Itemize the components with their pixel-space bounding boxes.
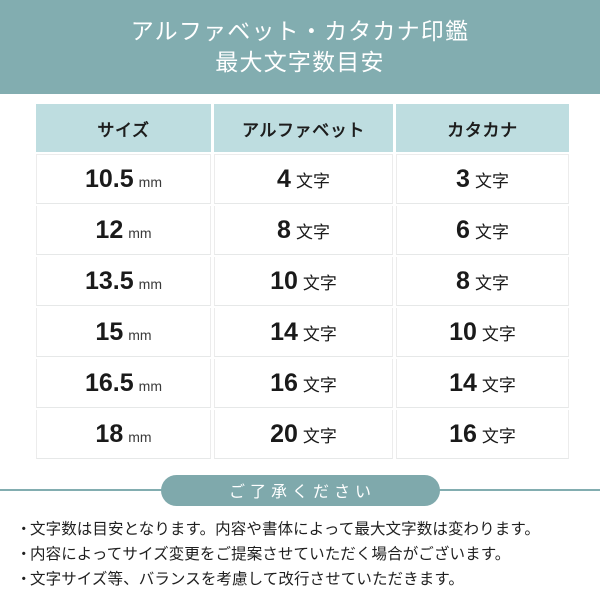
cell-size: 10.5 mm (36, 154, 211, 204)
note-item: ・ 文字数は目安となります。内容や書体によって最大文字数は変わります。 (16, 517, 586, 542)
column-header-katakana: カタカナ (396, 104, 569, 152)
size-value: 16.5 (85, 368, 134, 397)
bullet-icon: ・ (16, 546, 32, 563)
alphabet-value: 8 (277, 215, 291, 244)
katakana-value: 16 (449, 419, 477, 448)
katakana-unit: 文字 (474, 222, 509, 242)
size-value: 13.5 (85, 266, 134, 295)
bullet-icon: ・ (16, 571, 32, 588)
size-unit: mm (128, 224, 152, 241)
katakana-unit: 文字 (481, 426, 516, 446)
note-item: ・ 文字サイズ等、バランスを考慮して改行させていただきます。 (16, 567, 586, 592)
size-value: 15 (95, 317, 124, 346)
note-item: ・ 内容によってサイズ変更をご提案させていただく場合がございます。 (16, 542, 586, 567)
notes-list: ・ 文字数は目安となります。内容や書体によって最大文字数は変わります。 ・ 内容… (0, 507, 600, 592)
size-unit: mm (128, 326, 152, 343)
divider-rule-left (0, 489, 175, 491)
table-row: 18 mm 20 文字 16 文字 (36, 410, 569, 459)
table-body: 10.5 mm 4 文字 3 文字 (36, 154, 569, 459)
table-header: サイズ アルファベット カタカナ (36, 104, 569, 152)
katakana-unit: 文字 (474, 171, 509, 191)
column-header-alphabet: アルファベット (214, 104, 393, 152)
cell-katakana: 10 文字 (396, 308, 569, 357)
size-unit: mm (138, 173, 162, 190)
alphabet-value: 10 (270, 266, 298, 295)
cell-katakana: 14 文字 (396, 359, 569, 408)
cell-size: 12 mm (36, 206, 211, 255)
katakana-unit: 文字 (474, 273, 509, 293)
notice-badge: ご了承ください (160, 474, 440, 506)
table-row: 15 mm 14 文字 10 文字 (36, 308, 569, 357)
size-unit: mm (138, 377, 162, 394)
alphabet-unit: 文字 (295, 222, 330, 242)
table-row: 16.5 mm 16 文字 14 文字 (36, 359, 569, 408)
size-value: 12 (95, 215, 124, 244)
alphabet-unit: 文字 (295, 171, 330, 191)
note-text: 内容によってサイズ変更をご提案させていただく場合がございます。 (30, 546, 511, 563)
alphabet-unit: 文字 (302, 273, 337, 293)
katakana-unit: 文字 (481, 375, 516, 395)
size-unit: mm (128, 428, 152, 445)
page-title-line-2: 最大文字数目安 (215, 49, 385, 75)
divider-rule-right (425, 489, 600, 491)
size-unit: mm (138, 275, 162, 292)
notice-divider: ご了承ください (0, 473, 600, 507)
katakana-value: 14 (449, 368, 477, 397)
cell-size: 18 mm (36, 410, 211, 459)
table-header-row: サイズ アルファベット カタカナ (36, 104, 569, 152)
header-banner: アルファベット・カタカナ印鑑 最大文字数目安 (0, 0, 600, 94)
alphabet-value: 4 (277, 164, 291, 193)
alphabet-unit: 文字 (302, 375, 337, 395)
alphabet-value: 16 (270, 368, 298, 397)
alphabet-unit: 文字 (302, 426, 337, 446)
katakana-unit: 文字 (481, 324, 516, 344)
table-row: 12 mm 8 文字 6 文字 (36, 206, 569, 255)
alphabet-value: 14 (270, 317, 298, 346)
katakana-value: 6 (456, 215, 470, 244)
cell-alphabet: 20 文字 (214, 410, 393, 459)
note-text: 文字数は目安となります。内容や書体によって最大文字数は変わります。 (30, 521, 540, 538)
size-table-container: サイズ アルファベット カタカナ 10.5 mm 4 (0, 94, 600, 461)
cell-size: 15 mm (36, 308, 211, 357)
katakana-value: 8 (456, 266, 470, 295)
alphabet-unit: 文字 (302, 324, 337, 344)
cell-katakana: 8 文字 (396, 257, 569, 306)
page-title-line-1: アルファベット・カタカナ印鑑 (130, 18, 470, 44)
cell-size: 16.5 mm (36, 359, 211, 408)
cell-size: 13.5 mm (36, 257, 211, 306)
size-value: 10.5 (85, 164, 134, 193)
cell-katakana: 3 文字 (396, 154, 569, 204)
note-text: 文字サイズ等、バランスを考慮して改行させていただきます。 (30, 571, 465, 588)
cell-alphabet: 8 文字 (214, 206, 393, 255)
cell-alphabet: 10 文字 (214, 257, 393, 306)
size-table: サイズ アルファベット カタカナ 10.5 mm 4 (33, 102, 572, 461)
cell-alphabet: 16 文字 (214, 359, 393, 408)
katakana-value: 10 (449, 317, 477, 346)
katakana-value: 3 (456, 164, 470, 193)
cell-alphabet: 4 文字 (214, 154, 393, 204)
cell-alphabet: 14 文字 (214, 308, 393, 357)
table-row: 13.5 mm 10 文字 8 文字 (36, 257, 569, 306)
bullet-icon: ・ (16, 521, 32, 538)
cell-katakana: 6 文字 (396, 206, 569, 255)
column-header-size: サイズ (36, 104, 211, 152)
alphabet-value: 20 (270, 419, 298, 448)
cell-katakana: 16 文字 (396, 410, 569, 459)
size-value: 18 (95, 419, 124, 448)
table-row: 10.5 mm 4 文字 3 文字 (36, 154, 569, 204)
